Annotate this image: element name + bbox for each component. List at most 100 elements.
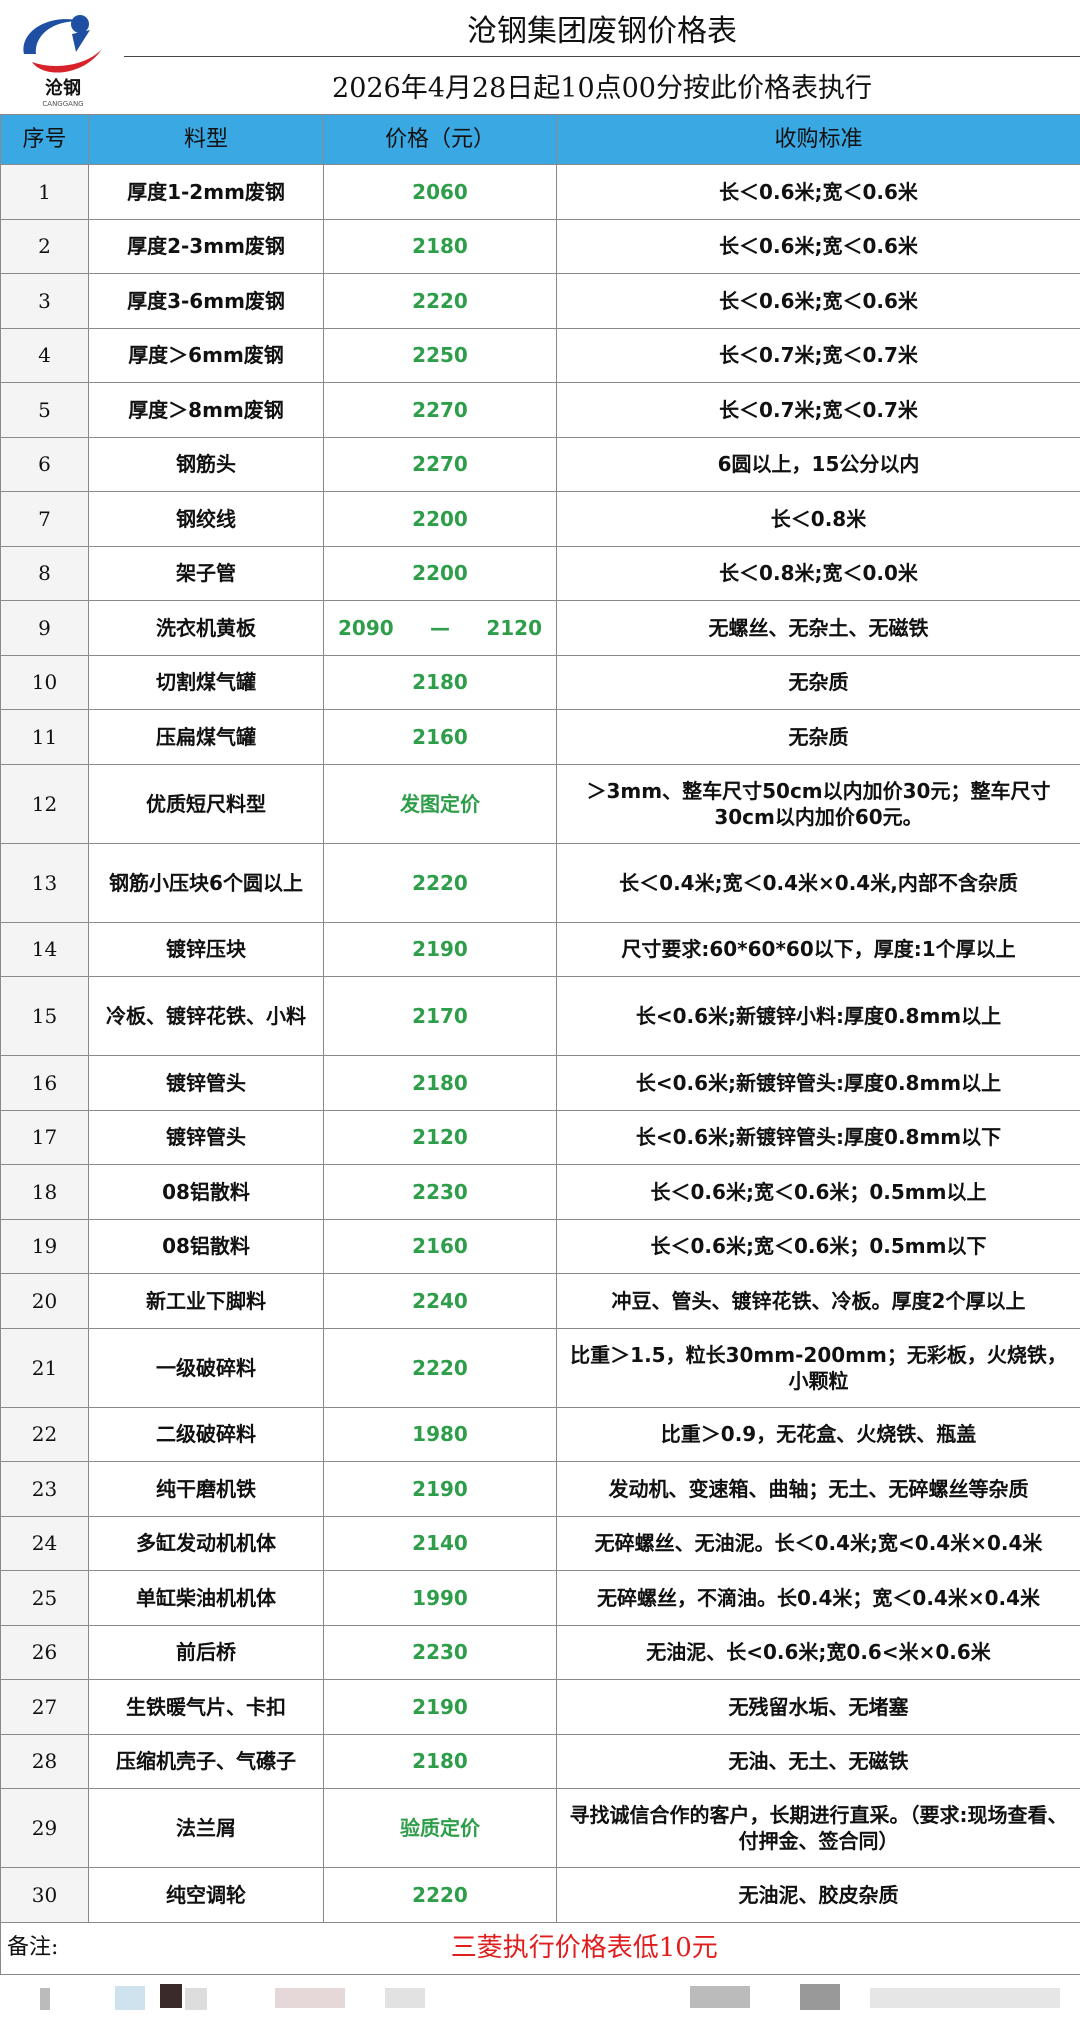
- price: 2220: [323, 273, 557, 329]
- price-low: 2090: [338, 615, 394, 640]
- table-row: 1 厚度1-2mm废钢 2060 长＜0.6米;宽＜0.6米: [0, 164, 1080, 220]
- standard: 长<0.6米;新镀锌管头:厚度0.8mm以上: [556, 1055, 1080, 1111]
- row-number: 11: [0, 709, 89, 765]
- standard: 长＜0.6米;宽＜0.6米: [556, 218, 1080, 274]
- blur-block: [40, 1988, 50, 2010]
- price-sep: —: [430, 615, 450, 640]
- standard: ＞3mm、整车尺寸50cm以内加价30元；整车尺寸30cm以内加价60元。: [556, 763, 1080, 844]
- table-row: 12 优质短尺料型 发图定价 ＞3mm、整车尺寸50cm以内加价30元；整车尺寸30c…: [0, 763, 1080, 844]
- standard: 长＜0.7米;宽＜0.7米: [556, 382, 1080, 438]
- table-row: 27 生铁暖气片、卡扣 2190 无残留水垢、无堵塞: [0, 1679, 1080, 1735]
- standard: 长＜0.6米;宽＜0.6米: [556, 164, 1080, 220]
- price: 2170: [323, 976, 557, 1056]
- logo-swoosh: [32, 49, 102, 73]
- row-number: 2: [0, 218, 89, 274]
- row-number: 13: [0, 842, 89, 923]
- table-row: 9 洗衣机黄板 2090 — 2120 无螺丝、无杂土、无磁铁: [0, 600, 1080, 656]
- price: 2240: [323, 1273, 557, 1329]
- standard: 无残留水垢、无堵塞: [556, 1679, 1080, 1735]
- material: 厚度1-2mm废钢: [88, 164, 324, 220]
- table-row: 30 纯空调轮 2220 无油泥、胶皮杂质: [0, 1867, 1080, 1923]
- blur-block: [160, 1984, 182, 2008]
- blur-block: [800, 1984, 840, 2010]
- remark-text: 三菱执行价格表低10元: [88, 1921, 1080, 1975]
- table-row: 5 厚度＞8mm废钢 2270 长＜0.7米;宽＜0.7米: [0, 382, 1080, 438]
- table-row: 23 纯干磨机铁 2190 发动机、变速箱、曲轴；无土、无碎螺丝等杂质: [0, 1461, 1080, 1517]
- standard: 长＜0.6米;宽＜0.6米；0.5mm以下: [556, 1218, 1080, 1274]
- blur-block: [115, 1986, 145, 2010]
- price: 2190: [323, 1679, 557, 1735]
- row-number: 15: [0, 976, 89, 1056]
- remark-row: 备注: 三菱执行价格表低10元: [0, 1921, 1080, 1975]
- material: 纯干磨机铁: [88, 1461, 324, 1517]
- table-row: 29 法兰屑 验质定价 寻找诚信合作的客户，长期进行直采。（要求:现场查看、付押金、签…: [0, 1788, 1080, 1868]
- material: 法兰屑: [88, 1788, 324, 1868]
- standard: 长＜0.6米;宽＜0.6米；0.5mm以上: [556, 1164, 1080, 1220]
- price: 发图定价: [323, 763, 557, 844]
- price: 2220: [323, 842, 557, 923]
- price: 2190: [323, 1461, 557, 1517]
- material: 镀锌压块: [88, 921, 324, 977]
- row-number: 28: [0, 1733, 89, 1789]
- column-header: 料型: [88, 114, 324, 165]
- table-row: 22 二级破碎料 1980 比重＞0.9，无花盒、火烧铁、瓶盖: [0, 1406, 1080, 1462]
- standard: 寻找诚信合作的客户，长期进行直采。（要求:现场查看、付押金、签合同）: [556, 1788, 1080, 1868]
- blur-block: [690, 1986, 750, 2008]
- table-row: 16 镀锌管头 2180 长<0.6米;新镀锌管头:厚度0.8mm以上: [0, 1055, 1080, 1111]
- price-table: 序号 料型 价格（元） 收购标准 1 厚度1-2mm废钢 2060 长＜0.6米;宽＜0.6…: [0, 114, 1080, 1975]
- material: 厚度3-6mm废钢: [88, 273, 324, 329]
- standard: 比重＞0.9，无花盒、火烧铁、瓶盖: [556, 1406, 1080, 1462]
- material: 厚度＞6mm废钢: [88, 327, 324, 383]
- price: 1990: [323, 1570, 557, 1626]
- logo: 沧钢 CANGGANG: [23, 15, 102, 108]
- price: 2060: [323, 164, 557, 220]
- blur-block: [870, 1988, 1060, 2008]
- standard: 比重＞1.5，粒长30mm-200mm；无彩板，火烧铁，小颗粒: [556, 1327, 1080, 1408]
- blur-block: [275, 1988, 345, 2008]
- row-number: 8: [0, 545, 89, 601]
- standard: 长＜0.7米;宽＜0.7米: [556, 327, 1080, 383]
- row-number: 17: [0, 1109, 89, 1165]
- table-row: 18 08铝散料 2230 长＜0.6米;宽＜0.6米；0.5mm以上: [0, 1164, 1080, 1220]
- material: 钢筋头: [88, 436, 324, 492]
- material: 洗衣机黄板: [88, 600, 324, 656]
- blurred-footer: [40, 1984, 1060, 2010]
- title: 沧钢集团废钢价格表: [124, 0, 1080, 57]
- standard: 无油、无土、无磁铁: [556, 1733, 1080, 1789]
- table-row: 25 单缸柴油机机体 1990 无碎螺丝，不滴油。长0.4米；宽＜0.4米×0.4米: [0, 1570, 1080, 1626]
- material: 钢绞线: [88, 491, 324, 547]
- standard: 长＜0.4米;宽＜0.4米×0.4米,内部不含杂质: [556, 842, 1080, 923]
- row-number: 1: [0, 164, 89, 220]
- standard: 长＜0.6米;宽＜0.6米: [556, 273, 1080, 329]
- price-range: 2090 — 2120: [330, 615, 550, 641]
- table-row: 19 08铝散料 2160 长＜0.6米;宽＜0.6米；0.5mm以下: [0, 1218, 1080, 1274]
- row-number: 19: [0, 1218, 89, 1274]
- material: 钢筋小压块6个圆以上: [88, 842, 324, 923]
- table-row: 10 切割煤气罐 2180 无杂质: [0, 654, 1080, 710]
- table-row: 17 镀锌管头 2120 长<0.6米;新镀锌管头:厚度0.8mm以下: [0, 1109, 1080, 1165]
- row-number: 21: [0, 1327, 89, 1408]
- row-number: 23: [0, 1461, 89, 1517]
- row-number: 7: [0, 491, 89, 547]
- table-row: 28 压缩机壳子、气礤子 2180 无油、无土、无磁铁: [0, 1733, 1080, 1789]
- material: 压缩机壳子、气礤子: [88, 1733, 324, 1789]
- logo-sub: CANGGANG: [42, 100, 83, 108]
- standard: 长＜0.8米;宽＜0.0米: [556, 545, 1080, 601]
- row-number: 16: [0, 1055, 89, 1111]
- standard: 冲豆、管头、镀锌花铁、冷板。厚度2个厚以上: [556, 1273, 1080, 1329]
- header: 沧钢 CANGGANG 沧钢集团废钢价格表 2026年4月28日起10点00分按…: [0, 0, 1080, 114]
- standard: 无杂质: [556, 709, 1080, 765]
- table-row: 7 钢绞线 2200 长＜0.8米: [0, 491, 1080, 547]
- remark-label: 备注:: [0, 1921, 89, 1975]
- row-number: 30: [0, 1867, 89, 1923]
- price: 2220: [323, 1867, 557, 1923]
- standard: 长＜0.8米: [556, 491, 1080, 547]
- material: 架子管: [88, 545, 324, 601]
- blur-block: [385, 1988, 425, 2008]
- standard: 长<0.6米;新镀锌小料:厚度0.8mm以上: [556, 976, 1080, 1056]
- logo-figure: [72, 30, 90, 52]
- price: 2220: [323, 1327, 557, 1408]
- logo-text: 沧钢: [45, 77, 81, 99]
- row-number: 14: [0, 921, 89, 977]
